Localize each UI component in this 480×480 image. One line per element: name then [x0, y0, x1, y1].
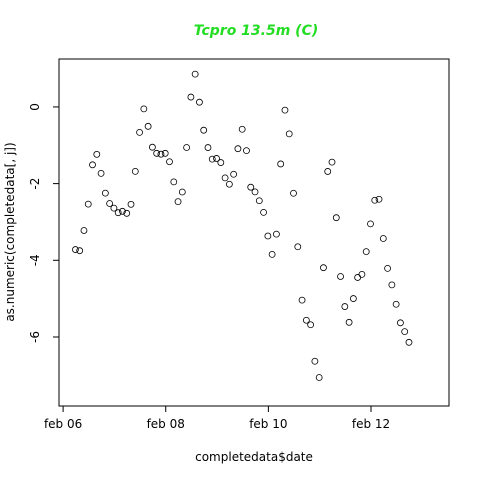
- data-point: [183, 144, 191, 151]
- data-point: [397, 319, 404, 327]
- data-point: [401, 328, 409, 336]
- data-point: [307, 321, 315, 329]
- data-point: [225, 180, 233, 188]
- data-point: [187, 93, 195, 101]
- x-axis-label: completedata$date: [195, 450, 313, 464]
- data-point: [127, 200, 135, 208]
- data-point: [123, 209, 131, 217]
- data-point: [208, 155, 216, 163]
- data-point: [290, 189, 297, 197]
- data-point: [101, 189, 109, 197]
- data-point: [358, 270, 366, 278]
- data-point: [281, 106, 289, 114]
- data-point: [392, 300, 400, 308]
- data-point: [114, 209, 122, 217]
- x-axis: feb 06 feb 08 feb 10 feb 12: [44, 406, 390, 431]
- data-point: [200, 126, 208, 134]
- y-tick-label: -2: [28, 178, 42, 190]
- data-point: [379, 235, 387, 242]
- data-point: [371, 196, 379, 204]
- data-point: [157, 150, 165, 158]
- x-tick-label: feb 10: [249, 417, 287, 431]
- data-point: [230, 170, 238, 178]
- data-point: [328, 158, 336, 166]
- data-point: [234, 145, 242, 153]
- data-point: [97, 169, 105, 177]
- data-point: [302, 316, 310, 324]
- data-point: [80, 227, 88, 234]
- data-point: [388, 281, 396, 289]
- data-point: [367, 220, 374, 228]
- data-point: [337, 273, 344, 280]
- data-point: [106, 200, 114, 207]
- data-point: [349, 295, 357, 302]
- data-point: [178, 188, 186, 196]
- data-point: [144, 122, 152, 130]
- data-point: [332, 214, 340, 222]
- data-point: [213, 155, 220, 162]
- data-point: [84, 200, 92, 208]
- data-point: [345, 318, 353, 326]
- data-point: [362, 248, 370, 256]
- data-point: [251, 188, 259, 196]
- data-point: [161, 149, 169, 157]
- data-point: [247, 183, 255, 191]
- data-point: [315, 374, 323, 381]
- data-point: [76, 247, 84, 255]
- data-point: [170, 178, 178, 186]
- data-point: [354, 274, 362, 281]
- data-point: [166, 158, 173, 166]
- data-point: [341, 303, 349, 310]
- x-tick-label: feb 08: [147, 417, 185, 431]
- data-point: [375, 195, 383, 203]
- data-point: [238, 125, 246, 133]
- data-point: [273, 230, 280, 238]
- data-point: [294, 243, 302, 251]
- data-point: [243, 147, 250, 155]
- data-point: [136, 128, 143, 136]
- data-point: [119, 207, 126, 215]
- data-point: [384, 264, 391, 272]
- data-point: [311, 357, 319, 365]
- data-point: [148, 143, 156, 151]
- data-point: [277, 160, 285, 168]
- data-point: [196, 98, 203, 106]
- y-axis: 0 -2 -4 -6: [28, 103, 59, 343]
- data-point: [93, 150, 101, 158]
- data-point: [174, 198, 182, 206]
- data-point: [264, 232, 272, 240]
- data-point: [131, 167, 139, 175]
- plot-area: [58, 58, 450, 407]
- data-point: [320, 264, 327, 272]
- y-tick-label: -6: [28, 331, 42, 343]
- data-point: [324, 168, 332, 175]
- data-point: [110, 204, 118, 212]
- x-tick-label: feb 06: [44, 417, 82, 431]
- y-tick-label: 0: [28, 103, 42, 111]
- data-point: [217, 159, 225, 166]
- data-point: [221, 174, 229, 182]
- chart-title: Tcpro 13.5m (C): [194, 23, 319, 39]
- data-points: [72, 70, 413, 381]
- data-point: [255, 197, 263, 205]
- y-tick-label: -4: [28, 254, 42, 266]
- data-point: [191, 70, 199, 78]
- data-point: [405, 338, 413, 346]
- data-point: [268, 250, 276, 258]
- data-point: [298, 296, 306, 304]
- data-point: [89, 161, 96, 169]
- data-point: [204, 144, 212, 151]
- data-point: [140, 105, 148, 113]
- data-point: [72, 246, 79, 253]
- data-point: [153, 149, 161, 157]
- y-axis-label: as.numeric(completedata[, j]): [3, 142, 17, 321]
- data-point: [260, 208, 267, 216]
- x-tick-label: feb 12: [352, 417, 390, 431]
- data-point: [285, 130, 293, 138]
